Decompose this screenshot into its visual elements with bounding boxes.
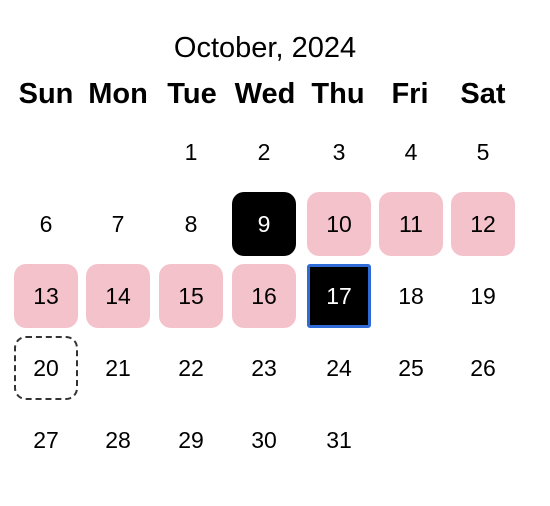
day-cell-21[interactable]: 21	[105, 354, 131, 381]
day-cell-17[interactable]: 17	[307, 264, 371, 328]
day-cell-23[interactable]: 23	[251, 354, 277, 381]
day-cell-7[interactable]: 7	[111, 210, 125, 237]
day-cell-6[interactable]: 6	[39, 210, 53, 237]
day-cell-5[interactable]: 5	[476, 138, 490, 165]
weekday-header-row: Sun Mon Tue Wed Thu Fri Sat	[0, 76, 550, 112]
day-cell-13[interactable]: 13	[14, 264, 78, 328]
day-cell-22[interactable]: 22	[178, 354, 204, 381]
day-cell-15[interactable]: 15	[159, 264, 223, 328]
day-cell-9[interactable]: 9	[232, 192, 296, 256]
day-cell-8[interactable]: 8	[184, 210, 198, 237]
day-cell-16[interactable]: 16	[232, 264, 296, 328]
day-cell-14[interactable]: 14	[86, 264, 150, 328]
day-cell-3[interactable]: 3	[332, 138, 346, 165]
day-cell-1[interactable]: 1	[184, 138, 198, 165]
weekday-header-sun: Sun	[18, 78, 74, 110]
day-cell-2[interactable]: 2	[257, 138, 271, 165]
day-cell-27[interactable]: 27	[33, 426, 59, 453]
day-cell-20[interactable]: 20	[14, 336, 78, 400]
weekday-header-wed: Wed	[234, 78, 296, 110]
day-cell-12[interactable]: 12	[451, 192, 515, 256]
day-cell-29[interactable]: 29	[178, 426, 204, 453]
day-cell-31[interactable]: 31	[326, 426, 352, 453]
weekday-header-thu: Thu	[311, 78, 365, 110]
month-title: October, 2024	[173, 32, 357, 64]
day-cell-11[interactable]: 11	[379, 192, 443, 256]
day-cell-18[interactable]: 18	[398, 282, 424, 309]
day-cell-4[interactable]: 4	[404, 138, 418, 165]
day-cell-10[interactable]: 10	[307, 192, 371, 256]
day-cell-26[interactable]: 26	[470, 354, 496, 381]
weekday-header-tue: Tue	[167, 78, 217, 110]
day-cell-30[interactable]: 30	[251, 426, 277, 453]
day-cell-28[interactable]: 28	[105, 426, 131, 453]
day-cell-25[interactable]: 25	[398, 354, 424, 381]
weekday-header-mon: Mon	[88, 78, 148, 110]
day-cell-19[interactable]: 19	[470, 282, 496, 309]
day-cell-24[interactable]: 24	[326, 354, 352, 381]
weekday-header-fri: Fri	[391, 78, 429, 110]
weekday-header-sat: Sat	[460, 78, 506, 110]
